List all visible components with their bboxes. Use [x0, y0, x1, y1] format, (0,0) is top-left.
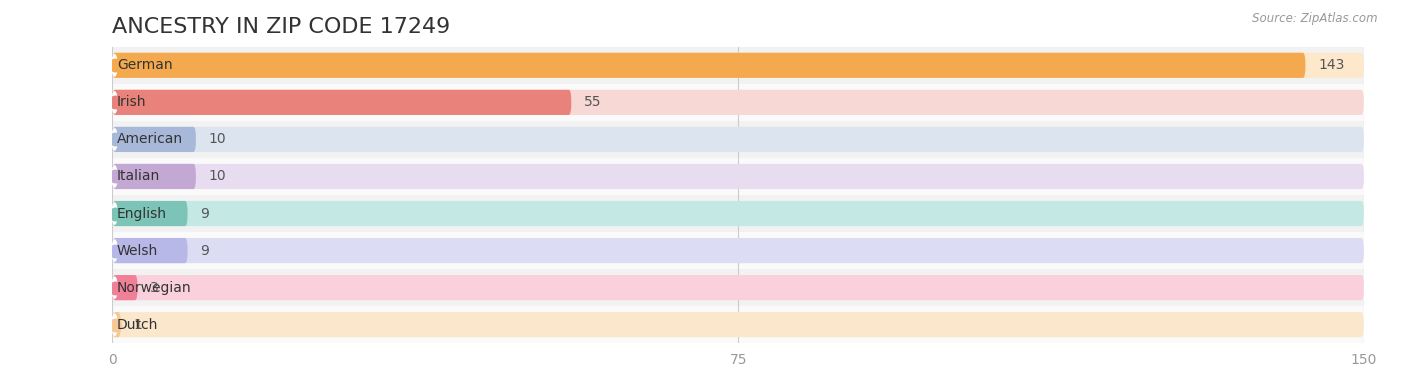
- FancyBboxPatch shape: [112, 201, 1364, 226]
- Bar: [112, 121, 1364, 158]
- Bar: [112, 232, 1364, 269]
- FancyBboxPatch shape: [112, 53, 1305, 78]
- Point: [104, 210, 127, 216]
- FancyBboxPatch shape: [112, 312, 121, 337]
- FancyBboxPatch shape: [112, 90, 1364, 115]
- Text: Welsh: Welsh: [117, 244, 159, 257]
- FancyBboxPatch shape: [112, 90, 571, 115]
- Circle shape: [112, 277, 117, 298]
- Text: Source: ZipAtlas.com: Source: ZipAtlas.com: [1253, 12, 1378, 25]
- Text: Italian: Italian: [117, 170, 160, 183]
- Point: [104, 284, 127, 291]
- Bar: [112, 195, 1364, 232]
- Text: 10: 10: [208, 170, 226, 183]
- FancyBboxPatch shape: [112, 238, 1364, 263]
- Text: German: German: [117, 58, 173, 72]
- Text: Dutch: Dutch: [117, 318, 159, 332]
- Point: [104, 321, 127, 328]
- Text: American: American: [117, 133, 183, 146]
- Text: 3: 3: [150, 281, 159, 294]
- Point: [104, 62, 127, 69]
- Text: 10: 10: [208, 133, 226, 146]
- FancyBboxPatch shape: [112, 275, 138, 300]
- FancyBboxPatch shape: [112, 312, 1364, 337]
- FancyBboxPatch shape: [112, 201, 187, 226]
- Circle shape: [112, 166, 117, 187]
- FancyBboxPatch shape: [112, 127, 195, 152]
- Text: Irish: Irish: [117, 96, 146, 109]
- Circle shape: [112, 314, 117, 335]
- Text: Norwegian: Norwegian: [117, 281, 191, 294]
- Bar: [112, 158, 1364, 195]
- Bar: [112, 269, 1364, 306]
- FancyBboxPatch shape: [112, 127, 1364, 152]
- Circle shape: [112, 55, 117, 76]
- Circle shape: [112, 129, 117, 150]
- Text: 143: 143: [1317, 58, 1344, 72]
- FancyBboxPatch shape: [112, 238, 187, 263]
- Point: [104, 99, 127, 105]
- FancyBboxPatch shape: [112, 275, 1364, 300]
- Point: [104, 247, 127, 254]
- Bar: [112, 84, 1364, 121]
- Circle shape: [112, 203, 117, 224]
- Bar: [112, 47, 1364, 84]
- FancyBboxPatch shape: [112, 53, 1364, 78]
- Text: English: English: [117, 207, 167, 220]
- Text: 55: 55: [583, 96, 602, 109]
- Circle shape: [112, 92, 117, 113]
- Point: [104, 173, 127, 179]
- Text: 9: 9: [200, 207, 209, 220]
- Point: [104, 136, 127, 142]
- Bar: [112, 306, 1364, 343]
- Text: 9: 9: [200, 244, 209, 257]
- Text: 1: 1: [134, 318, 142, 332]
- FancyBboxPatch shape: [112, 164, 1364, 189]
- Text: ANCESTRY IN ZIP CODE 17249: ANCESTRY IN ZIP CODE 17249: [112, 17, 451, 37]
- Circle shape: [112, 240, 117, 261]
- FancyBboxPatch shape: [112, 164, 195, 189]
